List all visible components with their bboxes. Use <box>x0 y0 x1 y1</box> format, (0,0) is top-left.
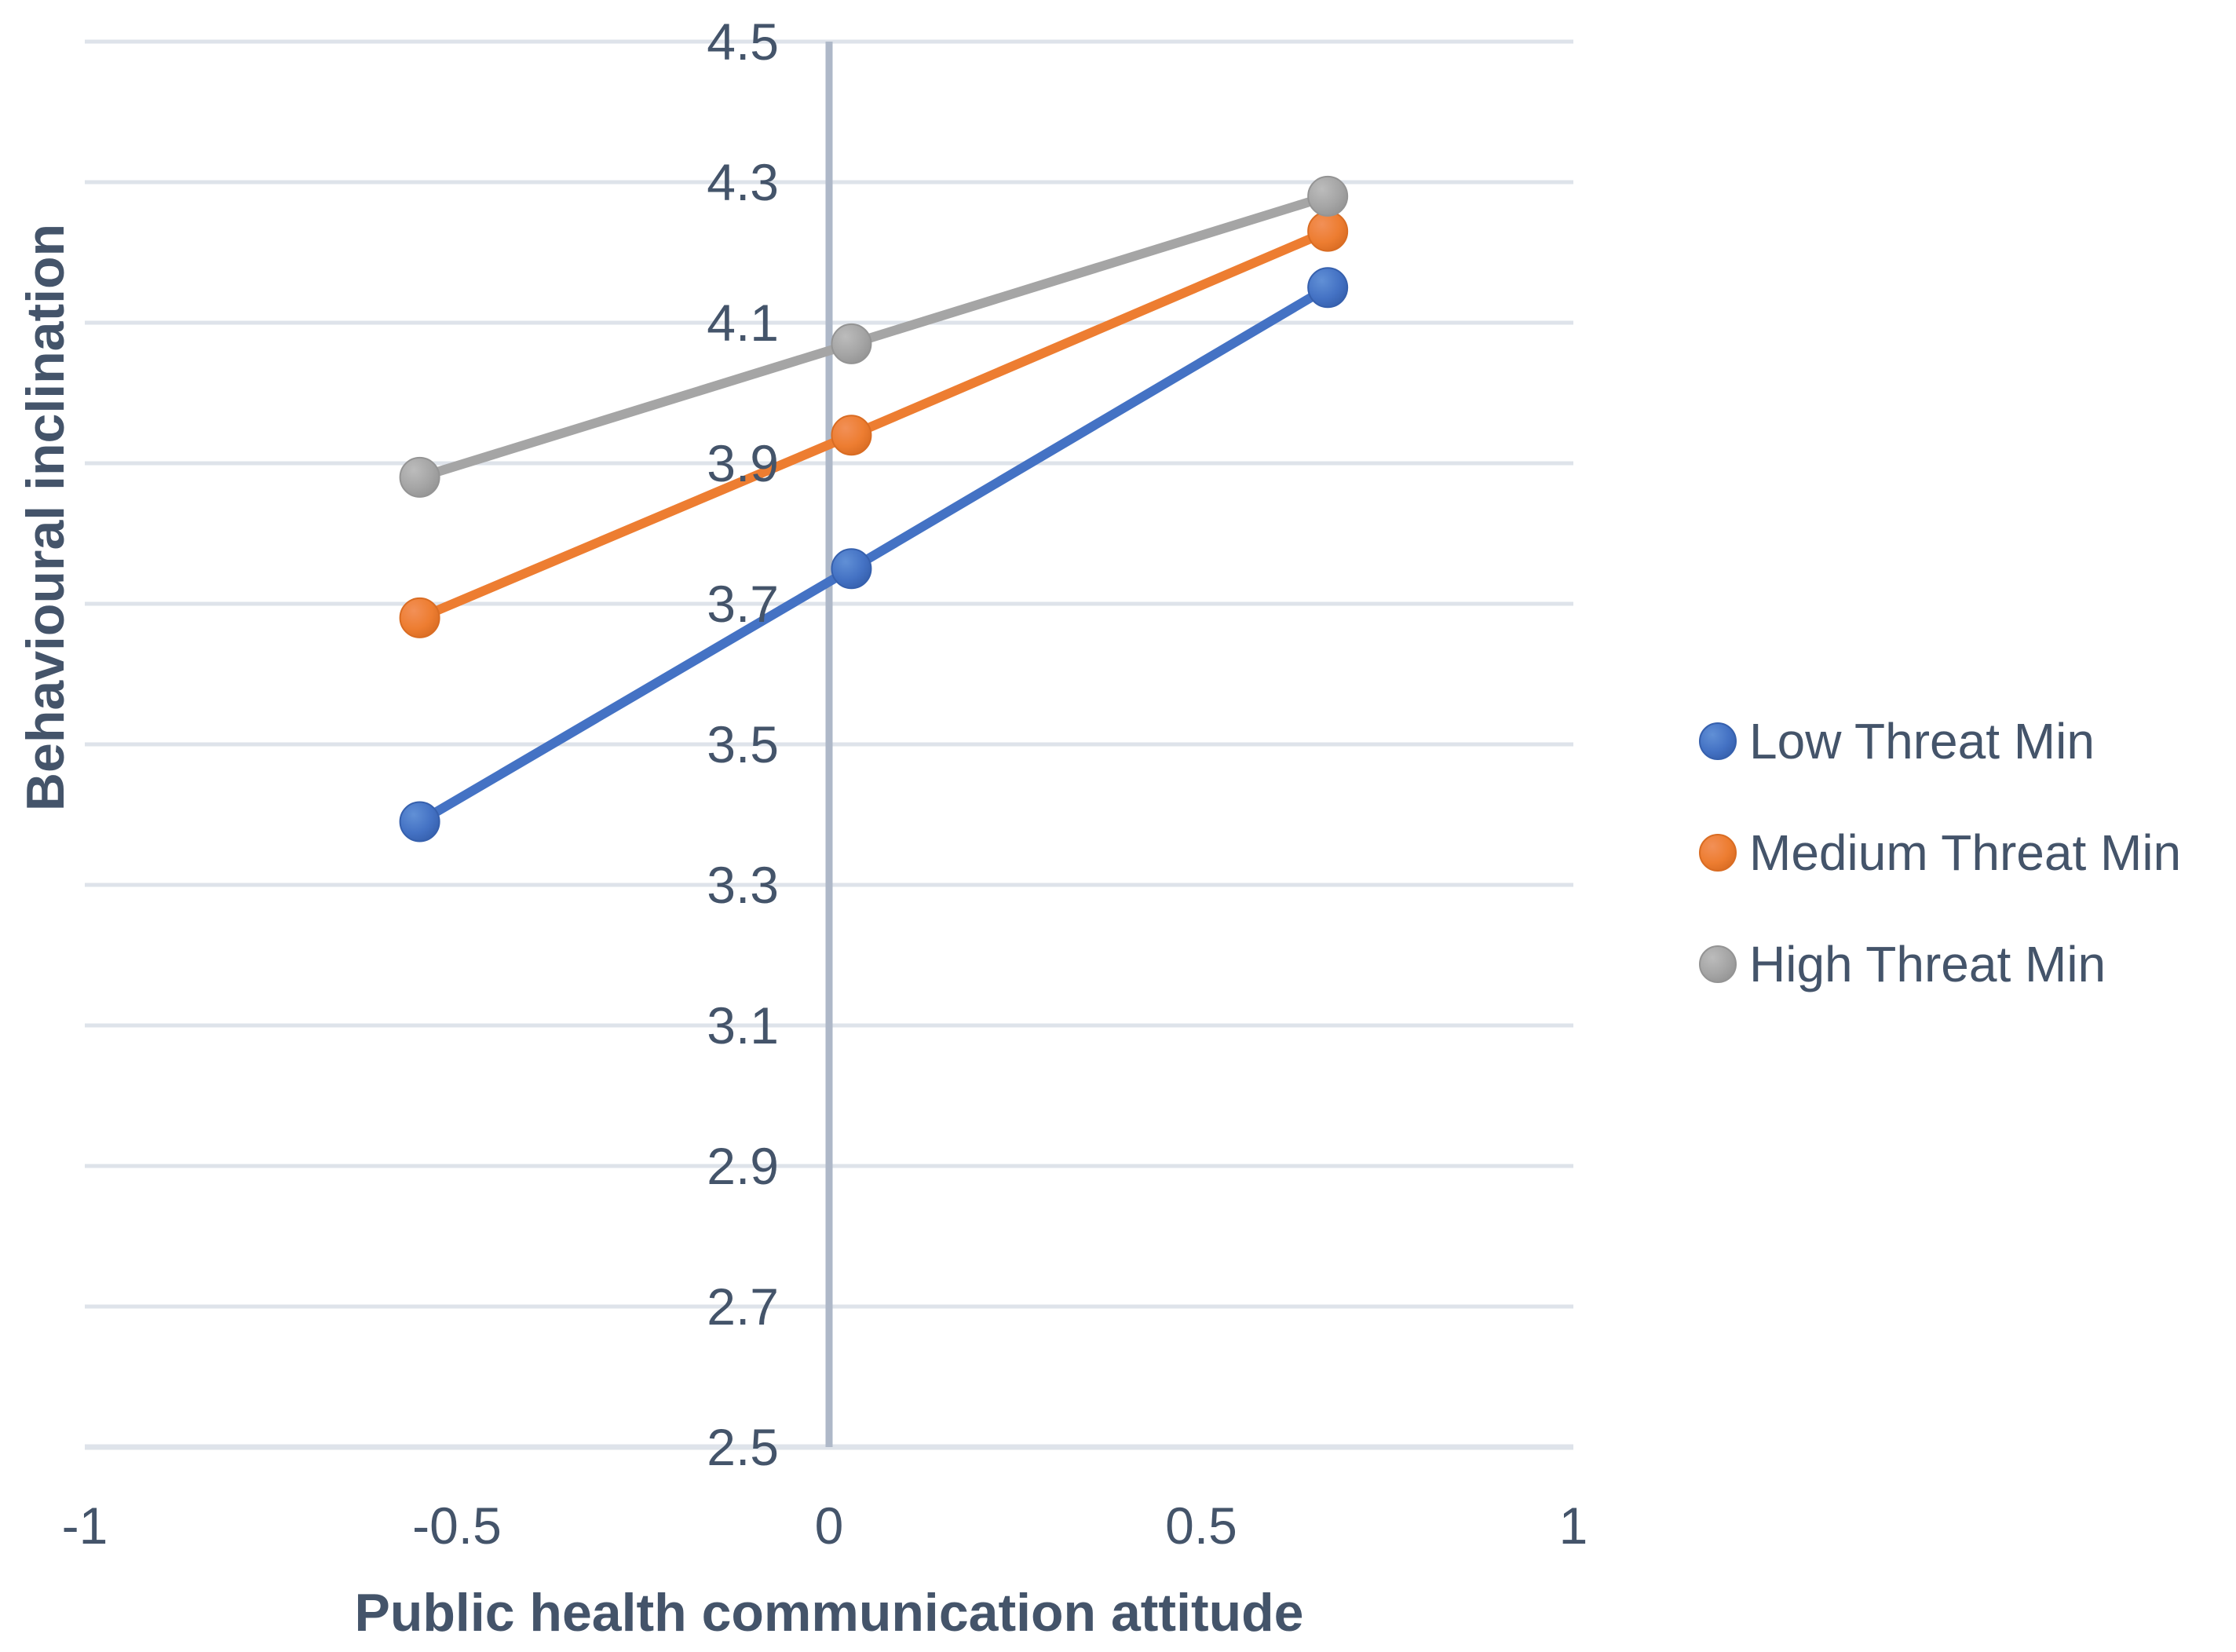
data-point-marker-high-threat-min <box>1307 175 1349 217</box>
x-tick-label: -0.5 <box>412 1497 502 1555</box>
data-point-marker-low-threat-min <box>1307 267 1349 309</box>
legend-item-high-threat-min: High Threat Min <box>1699 936 2106 992</box>
x-axis-title: Public health communication attitude <box>355 1583 1304 1643</box>
data-point-marker-high-threat-min <box>399 456 440 498</box>
legend-label-high-threat-min: High Threat Min <box>1749 936 2106 992</box>
x-tick-label: 0 <box>815 1497 844 1555</box>
series-line-high-threat-min <box>415 191 1333 482</box>
y-tick-label: 3.3 <box>707 856 779 914</box>
y-tick-label: 3.9 <box>707 434 779 492</box>
y-tick-label: 4.1 <box>707 294 779 352</box>
x-tick-label: 0.5 <box>1165 1497 1237 1555</box>
data-point-marker-low-threat-min <box>399 801 440 842</box>
data-point-marker-medium-threat-min <box>831 415 872 456</box>
y-axis-title: Behavioural inclination <box>16 224 75 811</box>
legend-marker-icon-low-threat-min <box>1699 722 1737 760</box>
series-group <box>399 175 1349 842</box>
data-point-marker-low-threat-min <box>831 548 872 590</box>
legend: Low Threat Min Medium Threat Min High Thre… <box>1699 713 2181 992</box>
series-line-low-threat-min <box>415 283 1333 827</box>
legend-item-low-threat-min: Low Threat Min <box>1699 713 2095 769</box>
y-tick-label: 3.5 <box>707 715 779 773</box>
x-tick-label: 1 <box>1559 1497 1588 1555</box>
legend-marker-icon-high-threat-min <box>1699 945 1737 983</box>
y-tick-label: 4.3 <box>707 153 779 211</box>
legend-label-medium-threat-min: Medium Threat Min <box>1749 824 2181 881</box>
data-point-marker-medium-threat-min <box>1307 210 1349 252</box>
y-tick-label: 2.9 <box>707 1137 779 1195</box>
legend-marker-icon-medium-threat-min <box>1699 834 1737 872</box>
y-tick-label: 2.5 <box>707 1418 779 1476</box>
tick-labels-group: 2.5 2.7 2.9 3.1 3.3 3.5 3.7 3.9 4.1 4.3 4.5 -1 -0.5 0… <box>62 13 1588 1555</box>
legend-label-low-threat-min: Low Threat Min <box>1749 713 2095 769</box>
legend-item-medium-threat-min: Medium Threat Min <box>1699 824 2181 881</box>
y-tick-label: 4.5 <box>707 13 779 71</box>
data-point-marker-high-threat-min <box>831 323 872 364</box>
y-tick-label: 2.7 <box>707 1277 779 1336</box>
y-tick-label: 3.1 <box>707 996 779 1054</box>
y-tick-label: 3.7 <box>707 575 779 633</box>
data-point-marker-medium-threat-min <box>399 597 440 638</box>
x-tick-label: -1 <box>62 1497 108 1555</box>
